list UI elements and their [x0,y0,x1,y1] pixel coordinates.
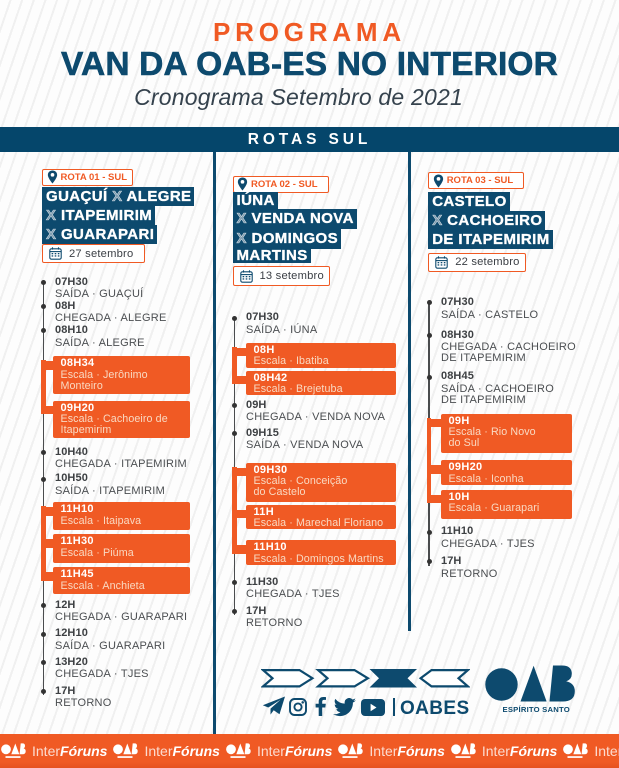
svg-text:ESPÍRITO SANTO: ESPÍRITO SANTO [503,705,570,714]
